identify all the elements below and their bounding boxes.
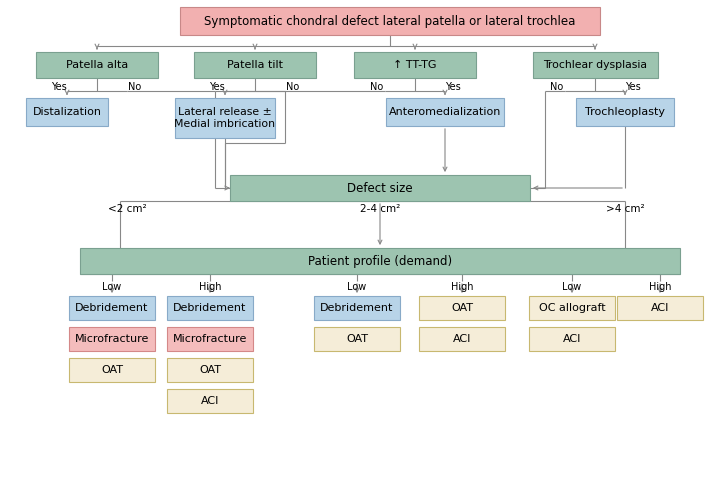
Text: Debridement: Debridement: [320, 303, 394, 313]
Text: ACI: ACI: [651, 303, 669, 313]
Text: 2-4 cm²: 2-4 cm²: [360, 204, 400, 214]
Text: Symptomatic chondral defect lateral patella or lateral trochlea: Symptomatic chondral defect lateral pate…: [205, 14, 576, 28]
Text: No: No: [286, 82, 300, 92]
FancyBboxPatch shape: [617, 296, 703, 320]
Text: Patient profile (demand): Patient profile (demand): [308, 254, 452, 267]
Text: Trochlear dysplasia: Trochlear dysplasia: [543, 60, 647, 70]
FancyBboxPatch shape: [167, 358, 253, 382]
FancyBboxPatch shape: [532, 52, 657, 78]
FancyBboxPatch shape: [419, 327, 505, 351]
Text: Debridement: Debridement: [173, 303, 247, 313]
FancyBboxPatch shape: [386, 98, 504, 126]
FancyBboxPatch shape: [69, 296, 155, 320]
FancyBboxPatch shape: [180, 7, 600, 35]
FancyBboxPatch shape: [314, 296, 400, 320]
Text: Microfracture: Microfracture: [75, 334, 149, 344]
Text: Lateral release ±
Medial imbrication: Lateral release ± Medial imbrication: [175, 107, 275, 129]
Text: Trochleoplasty: Trochleoplasty: [585, 107, 665, 117]
Text: No: No: [128, 82, 142, 92]
FancyBboxPatch shape: [69, 358, 155, 382]
Text: Anteromedialization: Anteromedialization: [389, 107, 501, 117]
Text: Microfracture: Microfracture: [173, 334, 248, 344]
Text: ACI: ACI: [563, 334, 581, 344]
Text: Low: Low: [103, 282, 122, 292]
Text: OC allograft: OC allograft: [539, 303, 605, 313]
FancyBboxPatch shape: [69, 327, 155, 351]
Text: ↑ TT-TG: ↑ TT-TG: [393, 60, 437, 70]
FancyBboxPatch shape: [529, 296, 615, 320]
Text: Patella tilt: Patella tilt: [227, 60, 283, 70]
FancyBboxPatch shape: [167, 327, 253, 351]
FancyBboxPatch shape: [354, 52, 476, 78]
Text: ACI: ACI: [201, 396, 219, 406]
Text: Low: Low: [562, 282, 582, 292]
Text: ACI: ACI: [453, 334, 471, 344]
FancyBboxPatch shape: [167, 296, 253, 320]
FancyBboxPatch shape: [529, 327, 615, 351]
Text: OAT: OAT: [199, 365, 221, 375]
Text: Yes: Yes: [209, 82, 225, 92]
Text: Defect size: Defect size: [347, 182, 413, 195]
FancyBboxPatch shape: [230, 175, 530, 201]
FancyBboxPatch shape: [194, 52, 316, 78]
FancyBboxPatch shape: [80, 248, 680, 274]
Text: High: High: [451, 282, 473, 292]
Text: Yes: Yes: [445, 82, 461, 92]
Text: OAT: OAT: [101, 365, 123, 375]
Text: <2 cm²: <2 cm²: [108, 204, 146, 214]
Text: Distalization: Distalization: [33, 107, 101, 117]
Text: OAT: OAT: [346, 334, 368, 344]
FancyBboxPatch shape: [167, 389, 253, 413]
Text: Yes: Yes: [51, 82, 67, 92]
FancyBboxPatch shape: [314, 327, 400, 351]
Text: Low: Low: [347, 282, 367, 292]
Text: Patella alta: Patella alta: [66, 60, 128, 70]
Text: High: High: [649, 282, 671, 292]
FancyBboxPatch shape: [576, 98, 674, 126]
FancyBboxPatch shape: [175, 98, 275, 138]
Text: High: High: [199, 282, 221, 292]
Text: No: No: [371, 82, 384, 92]
Text: >4 cm²: >4 cm²: [606, 204, 644, 214]
FancyBboxPatch shape: [36, 52, 158, 78]
Text: Yes: Yes: [625, 82, 641, 92]
Text: Debridement: Debridement: [75, 303, 149, 313]
Text: No: No: [550, 82, 563, 92]
FancyBboxPatch shape: [26, 98, 108, 126]
FancyBboxPatch shape: [419, 296, 505, 320]
Text: OAT: OAT: [451, 303, 473, 313]
